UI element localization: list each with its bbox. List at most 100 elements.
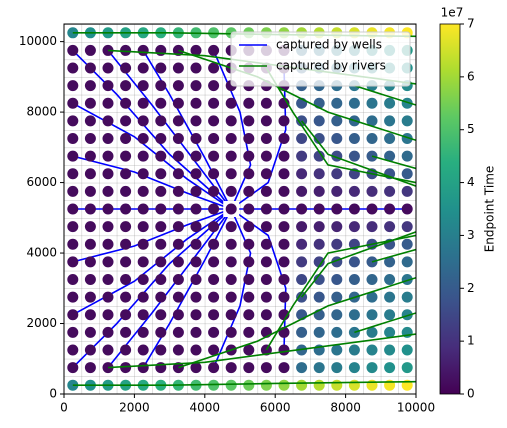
endpoint xyxy=(84,221,96,233)
endpoint xyxy=(243,238,255,250)
endpoint xyxy=(208,344,220,356)
y-tick-label: 2000 xyxy=(26,316,57,330)
endpoint xyxy=(190,256,202,268)
endpoint xyxy=(190,97,202,109)
endpoint xyxy=(102,62,114,74)
pathline xyxy=(72,208,232,263)
endpoint xyxy=(278,185,290,197)
endpoint xyxy=(84,344,96,356)
endpoint xyxy=(260,115,272,127)
endpoint xyxy=(155,256,167,268)
endpoint xyxy=(331,273,343,285)
endpoint xyxy=(366,379,378,391)
endpoint xyxy=(243,256,255,268)
endpoint xyxy=(155,203,167,215)
endpoint xyxy=(331,185,343,197)
endpoint xyxy=(313,326,325,338)
pathline xyxy=(72,380,416,386)
endpoint xyxy=(102,203,114,215)
endpoint xyxy=(137,273,149,285)
endpoint xyxy=(172,168,184,180)
endpoint xyxy=(208,115,220,127)
colorbar-tick-label: 3 xyxy=(467,228,475,242)
endpoint xyxy=(137,221,149,233)
endpoint xyxy=(137,97,149,109)
endpoint xyxy=(67,150,79,162)
endpoint xyxy=(331,379,343,391)
endpoint xyxy=(67,115,79,127)
endpoint xyxy=(366,133,378,145)
endpoint xyxy=(366,97,378,109)
pathline xyxy=(142,208,232,368)
endpoint xyxy=(137,238,149,250)
endpoint xyxy=(401,97,413,109)
y-tick-label: 10000 xyxy=(19,34,57,48)
endpoint xyxy=(172,309,184,321)
x-tick-label: 0 xyxy=(60,401,68,415)
endpoint xyxy=(67,44,79,56)
pathline xyxy=(354,312,416,334)
endpoint xyxy=(172,115,184,127)
endpoint xyxy=(208,185,220,197)
x-tick-label: 10000 xyxy=(397,401,435,415)
endpoint xyxy=(313,115,325,127)
endpoint xyxy=(243,221,255,233)
endpoint xyxy=(331,291,343,303)
endpoint xyxy=(260,291,272,303)
endpoint xyxy=(84,256,96,268)
endpoint xyxy=(84,97,96,109)
endpoint xyxy=(208,238,220,250)
plot-area xyxy=(67,27,416,391)
endpoint xyxy=(102,309,114,321)
endpoint xyxy=(120,150,132,162)
endpoint xyxy=(172,62,184,74)
endpoint xyxy=(348,273,360,285)
pathline xyxy=(371,248,416,263)
endpoint xyxy=(172,150,184,162)
endpoint xyxy=(366,326,378,338)
endpoint xyxy=(190,62,202,74)
endpoint xyxy=(243,379,255,391)
endpoint xyxy=(313,203,325,215)
endpoint xyxy=(243,326,255,338)
endpoint xyxy=(102,168,114,180)
endpoint xyxy=(296,133,308,145)
colorbar-tick-label: 0 xyxy=(467,387,475,401)
endpoint xyxy=(120,362,132,374)
colorbar-label: Endpoint Time xyxy=(483,166,497,253)
endpoint xyxy=(348,379,360,391)
endpoint xyxy=(120,133,132,145)
colorbar-tick-label: 2 xyxy=(467,281,475,295)
endpoint xyxy=(278,238,290,250)
endpoint xyxy=(331,238,343,250)
endpoint xyxy=(331,133,343,145)
x-tick-label: 2000 xyxy=(119,401,150,415)
endpoint xyxy=(155,185,167,197)
endpoint xyxy=(102,97,114,109)
endpoint xyxy=(155,150,167,162)
x-tick-label: 8000 xyxy=(330,401,361,415)
y-tick-label: 0 xyxy=(49,387,57,401)
pathline xyxy=(300,231,416,298)
endpoint xyxy=(137,203,149,215)
endpoint xyxy=(67,97,79,109)
endpoint xyxy=(225,221,237,233)
endpoint xyxy=(172,203,184,215)
endpoint xyxy=(120,44,132,56)
endpoint xyxy=(190,115,202,127)
endpoint xyxy=(366,309,378,321)
endpoint xyxy=(296,379,308,391)
endpoint xyxy=(401,185,413,197)
endpoint xyxy=(313,256,325,268)
endpoint xyxy=(225,203,237,215)
endpoint xyxy=(401,238,413,250)
endpoint xyxy=(260,168,272,180)
endpoint xyxy=(296,168,308,180)
pathline xyxy=(354,84,416,106)
endpoint xyxy=(331,221,343,233)
endpoint xyxy=(190,273,202,285)
endpoint xyxy=(102,238,114,250)
endpoint xyxy=(120,62,132,74)
endpoint xyxy=(296,203,308,215)
endpoint xyxy=(102,256,114,268)
